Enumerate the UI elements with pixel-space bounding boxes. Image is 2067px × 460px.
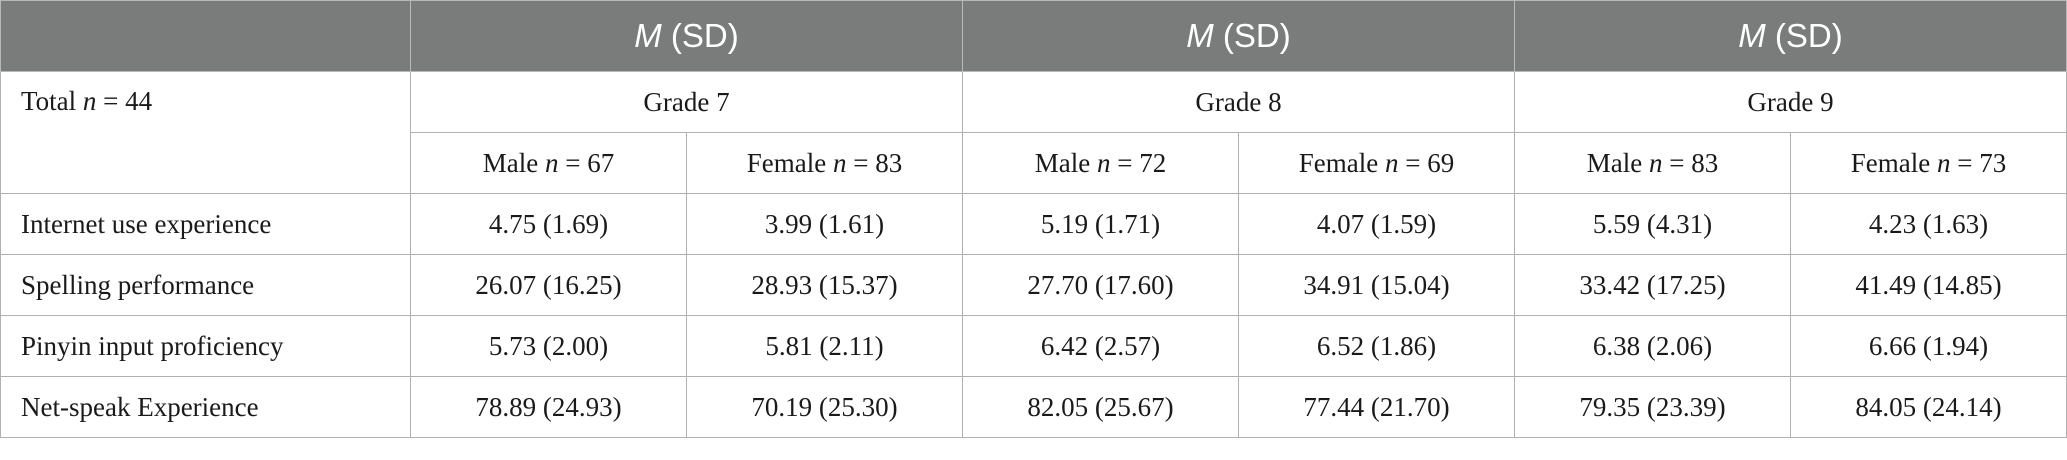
table-cell: 77.44 (21.70) [1238, 376, 1515, 438]
sex-label: Male [482, 147, 545, 178]
subgroup-header: Male n = 83 [1514, 132, 1791, 194]
total-n-cell: Total n = 44 [0, 71, 411, 194]
subgroup-header: Female n = 83 [686, 132, 963, 194]
n-symbol: n [1937, 147, 1951, 178]
grade-8-header: Grade 8 [962, 71, 1515, 133]
sex-label: Male [1586, 147, 1649, 178]
n-symbol: n [1097, 147, 1111, 178]
header-corner-cell [0, 0, 411, 72]
sex-row: Male n = 67 Female n = 83 Male n = 72 Fe… [1, 132, 2067, 194]
row-label: Net-speak Experience [0, 376, 411, 438]
sex-label: Female [1850, 147, 1937, 178]
table-cell: 82.05 (25.67) [962, 376, 1239, 438]
table-cell: 28.93 (15.37) [686, 254, 963, 316]
sd-label: (SD) [661, 17, 739, 54]
table-cell: 78.89 (24.93) [410, 376, 687, 438]
table-cell: 41.49 (14.85) [1790, 254, 2067, 316]
sex-label: Female [746, 147, 833, 178]
n-value: = 69 [1398, 147, 1455, 178]
table-cell: 26.07 (16.25) [410, 254, 687, 316]
mean-symbol: M [1186, 17, 1214, 54]
table-row: Spelling performance 26.07 (16.25) 28.93… [0, 254, 2067, 316]
table-cell: 5.73 (2.00) [410, 315, 687, 377]
grade-row: Total n = 44 Grade 7 Grade 8 Grade 9 [0, 71, 2067, 194]
n-symbol: n [833, 147, 847, 178]
table-cell: 5.81 (2.11) [686, 315, 963, 377]
table-cell: 5.19 (1.71) [962, 193, 1239, 255]
table-cell: 4.23 (1.63) [1790, 193, 2067, 255]
table-row: Pinyin input proficiency 5.73 (2.00) 5.8… [0, 315, 2067, 377]
n-symbol: n [1649, 147, 1663, 178]
row-label: Internet use experience [0, 193, 411, 255]
n-symbol: n [1385, 147, 1399, 178]
table-cell: 70.19 (25.30) [686, 376, 963, 438]
table-cell: 6.42 (2.57) [962, 315, 1239, 377]
group-header-grade8: M (SD) [962, 0, 1515, 72]
table-cell: 79.35 (23.39) [1514, 376, 1791, 438]
table-cell: 6.38 (2.06) [1514, 315, 1791, 377]
table-cell: 6.52 (1.86) [1238, 315, 1515, 377]
total-label: Total [21, 86, 83, 116]
table-cell: 6.66 (1.94) [1790, 315, 2067, 377]
n-value: = 67 [558, 147, 615, 178]
table-cell: 4.07 (1.59) [1238, 193, 1515, 255]
row-label: Pinyin input proficiency [0, 315, 411, 377]
sd-label: (SD) [1765, 17, 1843, 54]
grade-9-header: Grade 9 [1514, 71, 2067, 133]
table-row: Internet use experience 4.75 (1.69) 3.99… [0, 193, 2067, 255]
mean-symbol: M [1738, 17, 1766, 54]
total-n-value: = 44 [96, 86, 153, 116]
n-value: = 83 [1662, 147, 1719, 178]
subgroup-header: Female n = 73 [1790, 132, 2067, 194]
subgroup-header: Male n = 72 [962, 132, 1239, 194]
subgroup-header: Male n = 67 [410, 132, 687, 194]
table-cell: 34.91 (15.04) [1238, 254, 1515, 316]
grade-7-header: Grade 7 [410, 71, 963, 133]
table-cell: 3.99 (1.61) [686, 193, 963, 255]
subgroup-header: Female n = 69 [1238, 132, 1515, 194]
table-cell: 4.75 (1.69) [410, 193, 687, 255]
n-symbol: n [82, 86, 97, 116]
n-value: = 72 [1110, 147, 1167, 178]
sex-label: Female [1298, 147, 1385, 178]
table-cell: 5.59 (4.31) [1514, 193, 1791, 255]
table-cell: 27.70 (17.60) [962, 254, 1239, 316]
descriptive-statistics-table: M (SD) M (SD) M (SD) Total n = 44 Grade … [0, 0, 2067, 438]
table-cell: 33.42 (17.25) [1514, 254, 1791, 316]
sex-label: Male [1034, 147, 1097, 178]
row-label: Spelling performance [0, 254, 411, 316]
group-header-grade7: M (SD) [410, 0, 963, 72]
mean-symbol: M [634, 17, 662, 54]
n-symbol: n [545, 147, 559, 178]
table-cell: 84.05 (24.14) [1790, 376, 2067, 438]
group-header-grade9: M (SD) [1514, 0, 2067, 72]
sd-label: (SD) [1213, 17, 1291, 54]
table-row: Net-speak Experience 78.89 (24.93) 70.19… [0, 376, 2067, 438]
header-row: M (SD) M (SD) M (SD) [0, 0, 2067, 72]
n-value: = 83 [846, 147, 903, 178]
n-value: = 73 [1950, 147, 2007, 178]
